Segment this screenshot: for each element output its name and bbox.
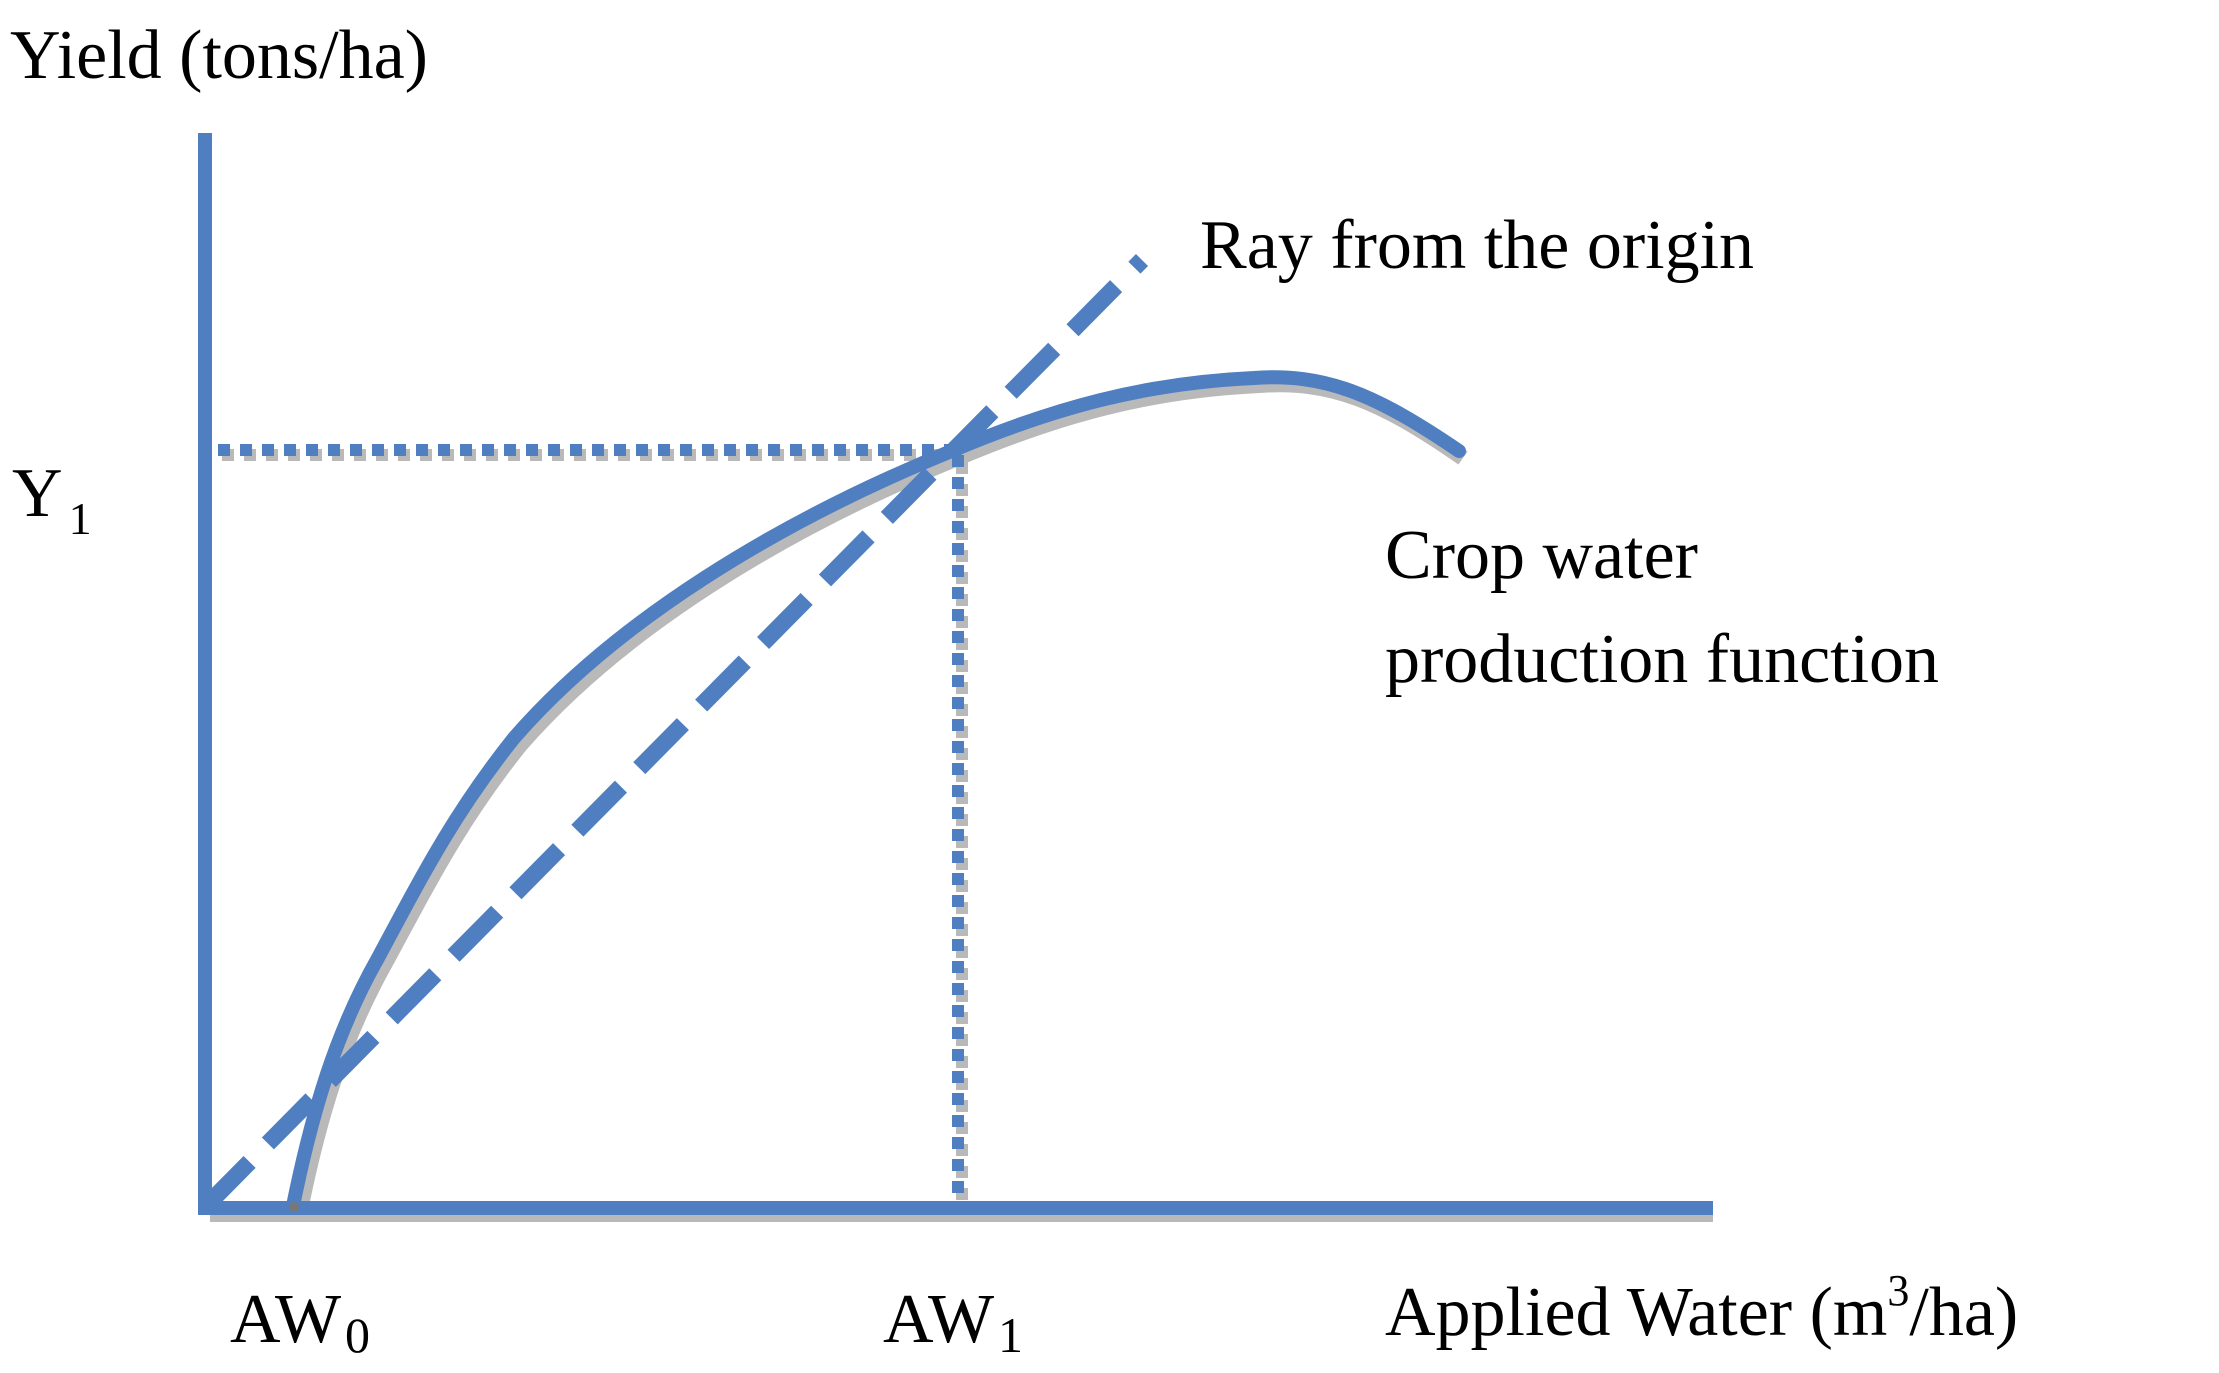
y1-label-sub: 1 (69, 493, 92, 544)
x-axis-label-sup: 3 (1887, 1266, 1909, 1315)
aw0-label: AW0 (230, 1281, 370, 1363)
aw1-label-main: AW (883, 1281, 994, 1358)
x-axis-label: Applied Water (m3/ha) (1385, 1266, 2018, 1351)
x-axis-label-tail: /ha) (1909, 1274, 2018, 1351)
production-function-curve (286, 370, 1466, 1213)
ray-label: Ray from the origin (1200, 207, 1754, 284)
aw1-label-sub: 1 (998, 1307, 1023, 1363)
curve-label-line2: production function (1385, 621, 1939, 698)
ray-from-origin-line (199, 254, 1149, 1212)
aw0-label-sub: 0 (345, 1307, 370, 1363)
aw1-label: AW1 (883, 1281, 1023, 1363)
y1-label-main: Y (12, 455, 63, 532)
aw0-label-main: AW (230, 1281, 341, 1358)
x-axis-label-main: Applied Water (m (1385, 1274, 1887, 1351)
shadow-layer (210, 376, 1713, 1222)
y-axis-label: Yield (tons/ha) (10, 17, 428, 94)
aw0-point (289, 1202, 299, 1212)
curve-label-line1: Crop water (1385, 517, 1698, 594)
